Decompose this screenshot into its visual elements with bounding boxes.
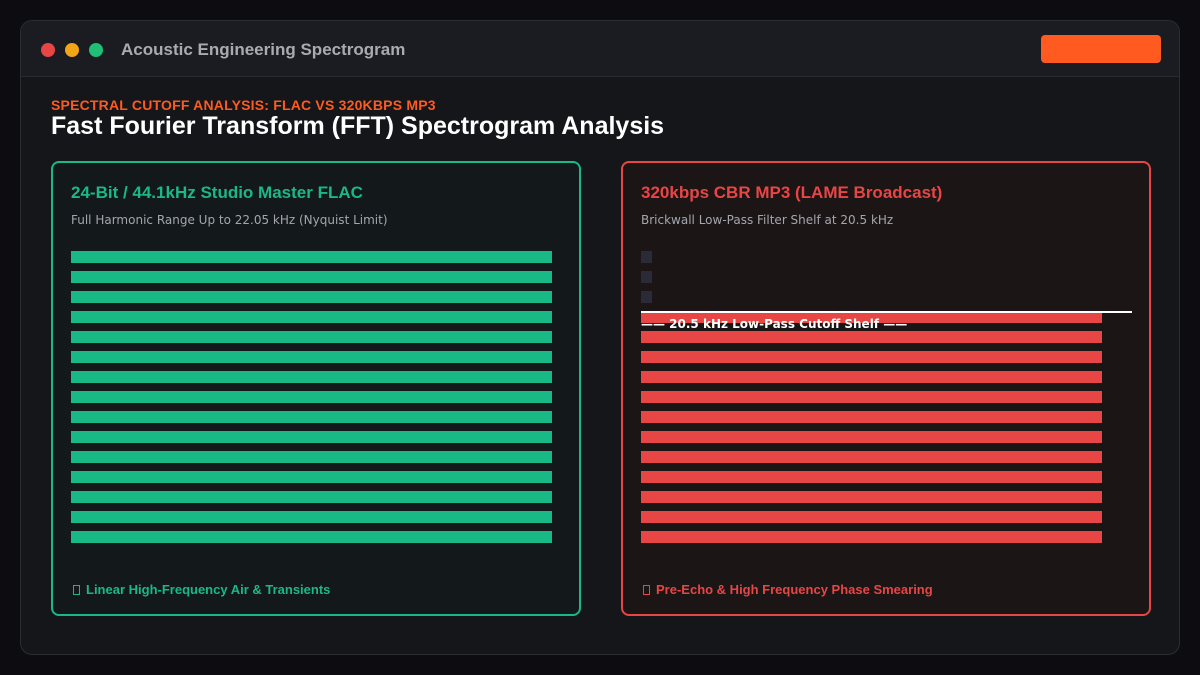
box-glyph-icon (643, 585, 650, 595)
flac-panel-footer: Linear High-Frequency Air & Transients (73, 582, 330, 598)
flac-band-14 (71, 511, 552, 523)
flac-band-6 (71, 351, 552, 363)
flac-band-15 (71, 531, 552, 543)
flac-band-12 (71, 471, 552, 483)
flac-panel-subtitle: Full Harmonic Range Up to 22.05 kHz (Nyq… (71, 213, 388, 227)
mp3-spectrogram (641, 251, 1122, 547)
flac-band-13 (71, 491, 552, 503)
close-window-button[interactable] (41, 43, 55, 57)
title-bar: Acoustic Engineering Spectrogram (21, 21, 1179, 77)
app-window: Acoustic Engineering Spectrogram SPECTRA… (20, 20, 1180, 655)
mp3-band-13 (641, 491, 1102, 503)
mp3-band-11 (641, 451, 1102, 463)
mp3-footer-text: Pre-Echo & High Frequency Phase Smearing (656, 582, 933, 597)
mp3-band-6 (641, 351, 1102, 363)
section-eyebrow: SPECTRAL CUTOFF ANALYSIS: FLAC VS 320KBP… (51, 97, 436, 113)
flac-band-9 (71, 411, 552, 423)
flac-band-4 (71, 311, 552, 323)
flac-spectrogram (71, 251, 552, 547)
flac-panel-title: 24-Bit / 44.1kHz Studio Master FLAC (71, 183, 363, 202)
flac-band-7 (71, 371, 552, 383)
header-action-button[interactable] (1041, 35, 1161, 63)
mp3-band-12 (641, 471, 1102, 483)
cutoff-shelf-label: —— 20.5 kHz Low-Pass Cutoff Shelf —— (641, 317, 908, 331)
minimize-window-button[interactable] (65, 43, 79, 57)
cutoff-shelf-line (641, 311, 1132, 313)
mp3-band-3 (641, 291, 652, 303)
mp3-band-2 (641, 271, 652, 283)
flac-band-2 (71, 271, 552, 283)
flac-band-11 (71, 451, 552, 463)
mp3-band-9 (641, 411, 1102, 423)
maximize-window-button[interactable] (89, 43, 103, 57)
flac-band-10 (71, 431, 552, 443)
mp3-band-4 (641, 311, 1102, 323)
box-glyph-icon (73, 585, 80, 595)
flac-band-8 (71, 391, 552, 403)
mp3-panel-footer: Pre-Echo & High Frequency Phase Smearing (643, 582, 933, 598)
mp3-band-8 (641, 391, 1102, 403)
flac-band-1 (71, 251, 552, 263)
flac-band-3 (71, 291, 552, 303)
mp3-band-7 (641, 371, 1102, 383)
app-title: Acoustic Engineering Spectrogram (121, 40, 406, 59)
mp3-panel: 320kbps CBR MP3 (LAME Broadcast) Brickwa… (621, 161, 1151, 616)
mp3-band-1 (641, 251, 652, 263)
mp3-band-14 (641, 511, 1102, 523)
flac-footer-text: Linear High-Frequency Air & Transients (86, 582, 331, 597)
flac-panel: 24-Bit / 44.1kHz Studio Master FLAC Full… (51, 161, 581, 616)
page-title: Fast Fourier Transform (FFT) Spectrogram… (51, 112, 665, 140)
mp3-panel-subtitle: Brickwall Low-Pass Filter Shelf at 20.5 … (641, 213, 894, 227)
mp3-panel-title: 320kbps CBR MP3 (LAME Broadcast) (641, 183, 943, 202)
flac-band-5 (71, 331, 552, 343)
mp3-band-5 (641, 331, 1102, 343)
mp3-band-15 (641, 531, 1102, 543)
mp3-band-10 (641, 431, 1102, 443)
